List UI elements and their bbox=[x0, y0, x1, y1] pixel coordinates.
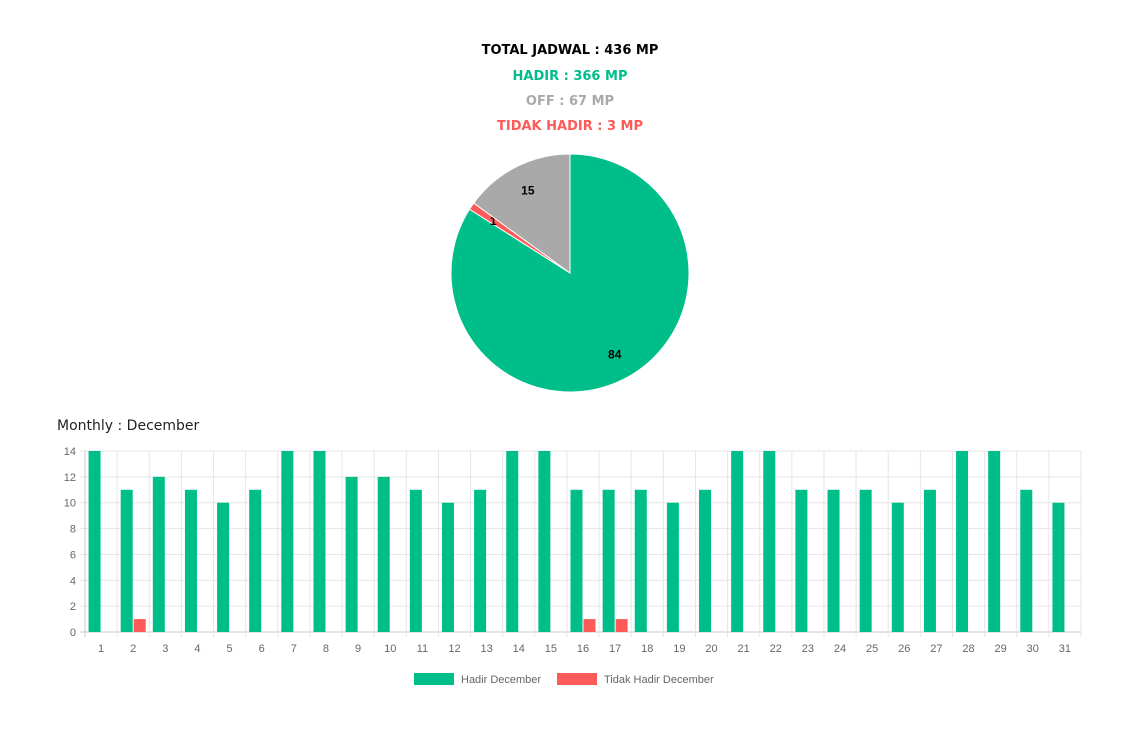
x-tick-label: 20 bbox=[705, 643, 717, 655]
x-tick-label: 21 bbox=[738, 643, 750, 655]
bar-hadir[interactable] bbox=[441, 502, 454, 632]
bar-hadir[interactable] bbox=[1052, 502, 1065, 632]
bar-hadir[interactable] bbox=[184, 489, 197, 632]
bar-hadir[interactable] bbox=[249, 489, 262, 632]
bar-hadir[interactable] bbox=[120, 489, 133, 632]
y-tick-label: 4 bbox=[70, 575, 76, 587]
x-tick-label: 27 bbox=[930, 643, 942, 655]
legend-swatch[interactable] bbox=[414, 673, 454, 685]
bar-hadir[interactable] bbox=[666, 502, 679, 632]
bar-hadir[interactable] bbox=[88, 451, 101, 632]
x-tick-label: 26 bbox=[898, 643, 910, 655]
legend-swatch[interactable] bbox=[557, 673, 597, 685]
bar-hadir[interactable] bbox=[570, 489, 583, 632]
x-tick-label: 2 bbox=[130, 643, 136, 655]
legend-label[interactable]: Hadir December bbox=[461, 674, 541, 686]
x-tick-label: 8 bbox=[323, 643, 329, 655]
bar-hadir[interactable] bbox=[538, 451, 551, 632]
x-tick-label: 31 bbox=[1059, 643, 1071, 655]
summary-off: OFF : 67 MP bbox=[525, 94, 615, 109]
bar-hadir[interactable] bbox=[988, 451, 1001, 632]
x-tick-label: 30 bbox=[1027, 643, 1039, 655]
x-tick-label: 3 bbox=[162, 643, 168, 655]
bar-hadir[interactable] bbox=[377, 476, 390, 632]
x-tick-label: 24 bbox=[834, 643, 846, 655]
y-tick-label: 12 bbox=[64, 472, 76, 484]
x-tick-label: 1 bbox=[98, 643, 104, 655]
bar-hadir[interactable] bbox=[474, 489, 487, 632]
x-tick-label: 28 bbox=[962, 643, 974, 655]
summary-hadir: HADIR : 366 MP bbox=[512, 69, 628, 84]
bar-hadir[interactable] bbox=[506, 451, 519, 632]
bar-hadir[interactable] bbox=[891, 502, 904, 632]
x-tick-label: 19 bbox=[673, 643, 685, 655]
bar-hadir[interactable] bbox=[313, 451, 326, 632]
bar-hadir[interactable] bbox=[409, 489, 422, 632]
y-tick-label: 10 bbox=[64, 498, 76, 510]
x-tick-label: 15 bbox=[545, 643, 557, 655]
bar-hadir[interactable] bbox=[956, 451, 969, 632]
bar-hadir[interactable] bbox=[634, 489, 647, 632]
bar-hadir[interactable] bbox=[1020, 489, 1033, 632]
y-tick-label: 14 bbox=[64, 446, 76, 458]
bar-hadir[interactable] bbox=[827, 489, 840, 632]
bar-tidak-hadir[interactable] bbox=[133, 619, 146, 632]
x-tick-label: 11 bbox=[417, 643, 428, 655]
bar-hadir[interactable] bbox=[602, 489, 615, 632]
bar-hadir[interactable] bbox=[281, 451, 294, 632]
x-tick-label: 16 bbox=[577, 643, 589, 655]
x-tick-label: 12 bbox=[448, 643, 460, 655]
bar-hadir[interactable] bbox=[699, 489, 712, 632]
bar-hadir[interactable] bbox=[152, 476, 165, 632]
bar-hadir[interactable] bbox=[763, 451, 776, 632]
y-tick-label: 8 bbox=[70, 524, 76, 536]
x-tick-label: 4 bbox=[194, 643, 200, 655]
summary-total: TOTAL JADWAL : 436 MP bbox=[481, 43, 659, 58]
bar-hadir[interactable] bbox=[923, 489, 936, 632]
x-tick-label: 14 bbox=[513, 643, 525, 655]
x-tick-label: 25 bbox=[866, 643, 878, 655]
x-tick-label: 29 bbox=[995, 643, 1007, 655]
bar-tidak-hadir[interactable] bbox=[583, 619, 596, 632]
y-tick-label: 6 bbox=[70, 549, 76, 561]
bar-hadir[interactable] bbox=[859, 489, 872, 632]
summary-tidak-hadir: TIDAK HADIR : 3 MP bbox=[496, 119, 644, 134]
legend-label[interactable]: Tidak Hadir December bbox=[604, 674, 714, 686]
x-tick-label: 9 bbox=[355, 643, 361, 655]
x-tick-label: 22 bbox=[770, 643, 782, 655]
x-tick-label: 7 bbox=[291, 643, 297, 655]
bar-tidak-hadir[interactable] bbox=[615, 619, 628, 632]
y-tick-label: 2 bbox=[70, 601, 76, 613]
x-tick-label: 5 bbox=[227, 643, 233, 655]
x-tick-label: 6 bbox=[259, 643, 265, 655]
x-tick-label: 23 bbox=[802, 643, 814, 655]
monthly-chart-title: Monthly : December bbox=[57, 418, 200, 434]
bar-hadir[interactable] bbox=[345, 476, 358, 632]
x-tick-label: 18 bbox=[641, 643, 653, 655]
x-tick-label: 13 bbox=[480, 643, 492, 655]
bar-hadir[interactable] bbox=[217, 502, 230, 632]
x-tick-label: 10 bbox=[384, 643, 396, 655]
bar-hadir[interactable] bbox=[731, 451, 744, 632]
bar-hadir[interactable] bbox=[795, 489, 808, 632]
y-tick-label: 0 bbox=[70, 627, 76, 639]
x-tick-label: 17 bbox=[609, 643, 621, 655]
